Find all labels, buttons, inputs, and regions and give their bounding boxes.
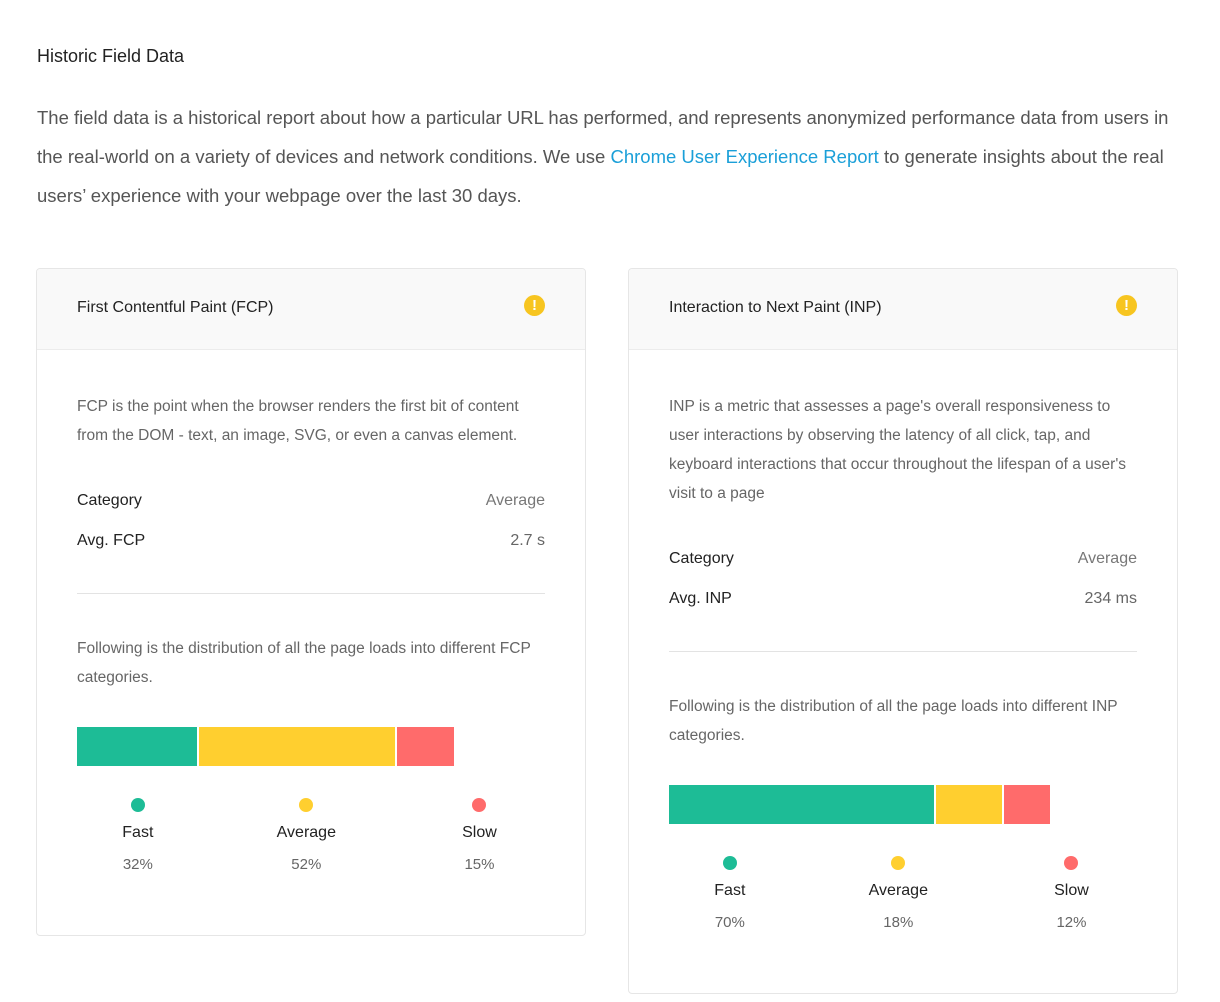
metric-label: Avg. FCP: [77, 532, 146, 549]
table-header-row: Category Average: [669, 550, 1137, 568]
card-header: First Contentful Paint (FCP) !: [37, 269, 585, 350]
metric-value: 234 ms: [1084, 590, 1137, 607]
legend-percentage: 32%: [122, 856, 153, 873]
card-title: First Contentful Paint (FCP): [77, 299, 274, 316]
legend-percentage: 52%: [291, 856, 322, 873]
metric-description: INP is a metric that assesses a page's o…: [669, 398, 1127, 502]
legend-percentage: 18%: [883, 914, 914, 931]
legend-item-fast: Fast 32%: [78, 798, 198, 873]
table-header-row: Category Average: [77, 492, 545, 510]
category-header: Category: [77, 492, 142, 509]
legend-label: Fast: [122, 824, 154, 841]
legend-item-average: Average 18%: [838, 856, 958, 931]
legend-item-slow: Slow 12%: [1011, 856, 1131, 931]
section-title: Historic Field Data: [37, 46, 185, 66]
distribution-segment-average: [198, 727, 398, 766]
distribution-segment-fast: [77, 727, 199, 766]
legend-label: Average: [276, 824, 336, 841]
distribution-segment-slow: [397, 727, 455, 766]
category-header: Category: [669, 550, 734, 567]
warning-icon[interactable]: !: [524, 295, 545, 316]
distribution-legend: Fast 70% Average 18% Slow 12%: [669, 856, 1137, 966]
legend-dot-icon: [472, 798, 487, 812]
table-row: Avg. INP 234 ms: [669, 590, 1137, 608]
distribution-segment-slow: [1004, 785, 1050, 824]
legend-percentage: 70%: [714, 914, 745, 931]
legend-dot-icon: [130, 798, 145, 812]
average-header: Average: [485, 492, 545, 509]
distribution-bar: [77, 727, 458, 766]
legend-label: Slow: [462, 824, 497, 841]
legend-label: Slow: [1054, 882, 1089, 899]
distribution-bar: [669, 785, 1050, 824]
distribution-description: Following is the distribution of all the…: [77, 640, 531, 686]
chrome-ux-report-link[interactable]: Chrome User Experience Report: [610, 146, 879, 167]
intro-text: The field data is a historical report ab…: [37, 107, 1169, 167]
legend-percentage: 15%: [464, 856, 495, 873]
fcp-card: First Contentful Paint (FCP) ! FCP is th…: [36, 268, 586, 936]
metric-description: FCP is the point when the browser render…: [77, 398, 519, 444]
card-body: FCP is the point when the browser render…: [37, 350, 585, 908]
inp-card: Interaction to Next Paint (INP) ! INP is…: [628, 268, 1178, 994]
legend-dot-icon: [299, 798, 314, 812]
distribution-segment-average: [935, 785, 1005, 824]
legend-item-slow: Slow 15%: [419, 798, 539, 873]
metric-label: Avg. INP: [669, 590, 732, 607]
divider: [669, 651, 1137, 652]
metric-value: 2.7 s: [510, 532, 545, 549]
average-header: Average: [1077, 550, 1137, 567]
warning-icon[interactable]: !: [1116, 295, 1137, 316]
divider: [77, 593, 545, 594]
card-title: Interaction to Next Paint (INP): [669, 299, 882, 316]
intro-text-end: to generate insights about the real user…: [37, 146, 1164, 206]
legend-item-average: Average 52%: [246, 798, 366, 873]
distribution-legend: Fast 32% Average 52% Slow 15%: [77, 798, 545, 908]
legend-dot-icon: [722, 856, 737, 870]
legend-dot-icon: [891, 856, 906, 870]
card-header: Interaction to Next Paint (INP) !: [629, 269, 1177, 350]
legend-dot-icon: [1064, 856, 1079, 870]
intro-paragraph: The field data is a historical report ab…: [37, 98, 1177, 215]
table-row: Avg. FCP 2.7 s: [77, 532, 545, 550]
distribution-description: Following is the distribution of all the…: [669, 698, 1118, 744]
card-body: INP is a metric that assesses a page's o…: [629, 350, 1177, 966]
legend-label: Average: [868, 882, 928, 899]
legend-label: Fast: [714, 882, 746, 899]
legend-item-fast: Fast 70%: [670, 856, 790, 931]
distribution-segment-fast: [669, 785, 936, 824]
legend-percentage: 12%: [1056, 914, 1087, 931]
